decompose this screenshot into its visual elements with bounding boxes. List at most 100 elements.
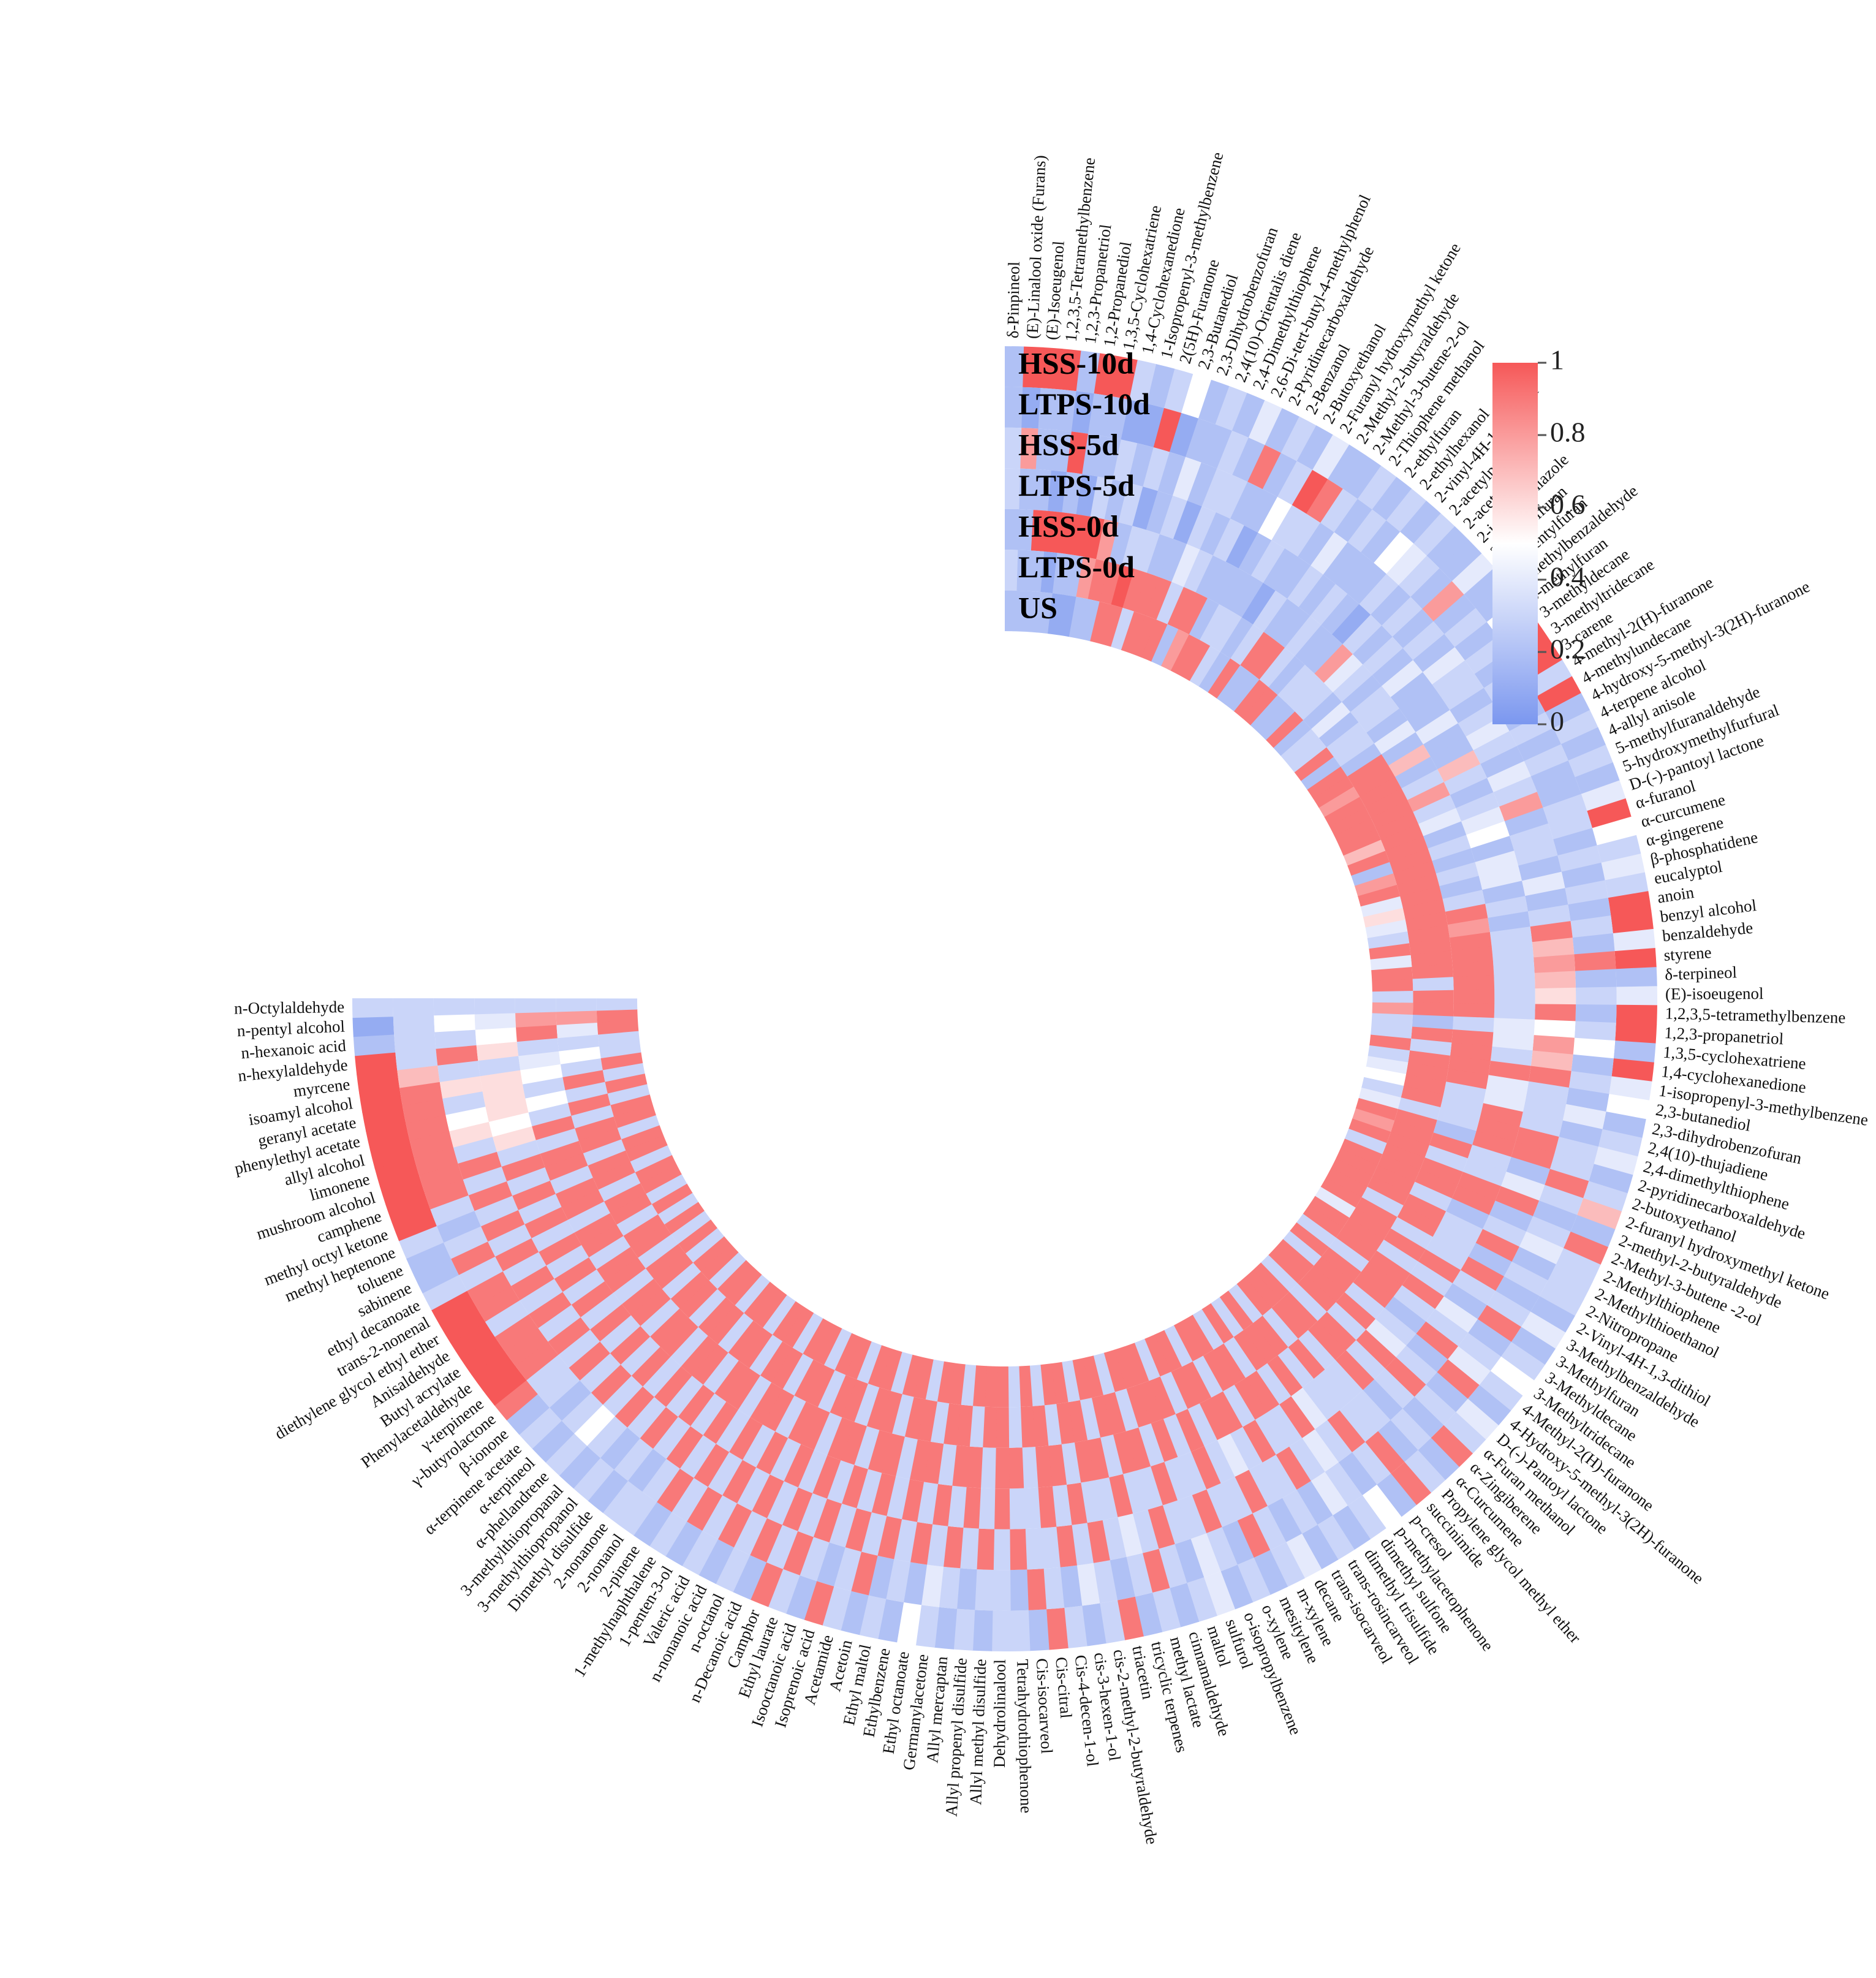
- heatmap-cell: [1372, 477, 1412, 521]
- heatmap-cell: [613, 1438, 653, 1481]
- heatmap-cell: [901, 1479, 925, 1522]
- heatmap-cell: [787, 1401, 818, 1444]
- heatmap-cell: [1114, 1389, 1139, 1431]
- heatmap-cell: [1385, 1357, 1426, 1397]
- ring-label-hss-0d: HSS-0d: [1018, 509, 1119, 543]
- heatmap-cell: [1478, 865, 1522, 890]
- heatmap-cell: [1326, 1168, 1367, 1198]
- heatmap-cell: [703, 1401, 738, 1444]
- heatmap-cell: [450, 1241, 496, 1275]
- heatmap-cell: [1493, 1018, 1535, 1036]
- heatmap-cell: [1266, 1355, 1303, 1396]
- heatmap-cell: [1616, 1004, 1657, 1025]
- heatmap-cell: [996, 1366, 1009, 1408]
- heatmap-cell: [1606, 1094, 1650, 1120]
- heatmap-cell: [1587, 798, 1632, 829]
- heatmap-cell: [613, 1268, 654, 1305]
- heatmap-cell: [610, 1325, 651, 1365]
- heatmap-cell: [1334, 818, 1377, 846]
- heatmap-cell: [1583, 1181, 1628, 1212]
- heatmap-cell: [1008, 1406, 1023, 1448]
- heatmap-cell: [1412, 977, 1454, 991]
- heatmap-cell: [1284, 616, 1322, 657]
- heatmap-cell: [1056, 1525, 1077, 1567]
- heatmap-cell: [1365, 919, 1408, 939]
- heatmap-cell: [528, 1291, 572, 1328]
- heatmap-cell: [1524, 744, 1569, 777]
- heatmap-cell: [1038, 388, 1059, 430]
- heatmap-cell: [1181, 374, 1212, 419]
- heatmap-cell: [1318, 786, 1360, 817]
- heatmap-cell: [1328, 1237, 1369, 1273]
- heatmap-cell: [782, 1531, 814, 1575]
- heatmap-cell: [1059, 1565, 1083, 1608]
- heatmap-cell: [494, 1238, 539, 1271]
- heatmap-cell: [1145, 577, 1172, 620]
- heatmap-cell: [1201, 468, 1233, 513]
- heatmap-cell: [1040, 1526, 1061, 1569]
- heatmap-cell: [1133, 572, 1160, 616]
- heatmap-cell: [1093, 1352, 1115, 1395]
- heatmap-cell: [917, 1399, 937, 1442]
- heatmap-cell: [615, 1386, 654, 1428]
- heatmap-cell: [1570, 1214, 1616, 1248]
- heatmap-cell: [956, 1568, 977, 1610]
- heatmap-cell: [1250, 695, 1287, 733]
- heatmap-cell: [665, 1375, 703, 1417]
- heatmap-cell: [1237, 1557, 1271, 1603]
- heatmap-cell: [588, 1150, 630, 1178]
- heatmap-cell: [678, 1219, 717, 1254]
- heatmap-cell: [556, 998, 597, 1012]
- heatmap-cell: [1537, 777, 1582, 808]
- heatmap-cell: [1437, 1107, 1480, 1132]
- heatmap-cell: [703, 1352, 739, 1393]
- heatmap-cell: [1457, 1172, 1501, 1202]
- heatmap-cell: [1405, 1062, 1448, 1082]
- heatmap-cell: [1285, 513, 1321, 557]
- heatmap-cell: [1087, 393, 1113, 437]
- heatmap-cell: [733, 1510, 768, 1555]
- heatmap-cell: [793, 1359, 825, 1402]
- heatmap-cell: [506, 1167, 550, 1196]
- heatmap-cell: [1372, 1165, 1415, 1194]
- ring-label-ltps-5d: LTPS-5d: [1018, 468, 1135, 502]
- heatmap-cell: [1271, 1300, 1308, 1340]
- heatmap-cell: [1456, 792, 1500, 822]
- heatmap-cell: [1428, 835, 1471, 862]
- heatmap-cell: [1121, 611, 1146, 654]
- heatmap-cell: [762, 1295, 796, 1335]
- heatmap-cell: [1217, 1433, 1249, 1477]
- heatmap-cell: [1103, 1349, 1127, 1392]
- heatmap-cell: [1230, 575, 1264, 618]
- heatmap-cell: [1506, 1156, 1550, 1186]
- heatmap-cell: [1458, 702, 1502, 737]
- heatmap-cell: [618, 1491, 657, 1536]
- heatmap-cell: [1371, 967, 1413, 982]
- heatmap-cell: [1258, 496, 1293, 541]
- heatmap-cell: [1064, 1605, 1087, 1649]
- heatmap-cell: [1377, 1154, 1420, 1183]
- heatmap-cell: [1037, 592, 1053, 634]
- heatmap-cell: [1020, 1406, 1036, 1448]
- heatmap-cell: [1143, 447, 1170, 491]
- heatmap-cell: [1431, 1425, 1473, 1468]
- heatmap-cell: [1519, 1231, 1564, 1265]
- heatmap-cell: [1548, 1264, 1593, 1300]
- heatmap-cell: [1268, 1247, 1306, 1284]
- heatmap-cell: [596, 1246, 638, 1281]
- heatmap-cell: [1532, 938, 1575, 958]
- heatmap-cell: [1178, 592, 1208, 635]
- heatmap-cell: [1404, 1450, 1446, 1493]
- heatmap-cell: [575, 1116, 618, 1141]
- heatmap-cell: [774, 1395, 806, 1438]
- heatmap-cell: [1287, 738, 1327, 773]
- heatmap-cell: [861, 1512, 887, 1556]
- heatmap-cell: [1260, 1255, 1298, 1292]
- heatmap-cell: [1262, 1308, 1298, 1347]
- heatmap-cell: [1475, 851, 1519, 877]
- heatmap-cell: [480, 1210, 525, 1242]
- heatmap-cell: [458, 1256, 503, 1291]
- heatmap-cell: [1329, 807, 1371, 836]
- heatmap-cell: [1313, 776, 1354, 808]
- heatmap-cell: [743, 1281, 779, 1321]
